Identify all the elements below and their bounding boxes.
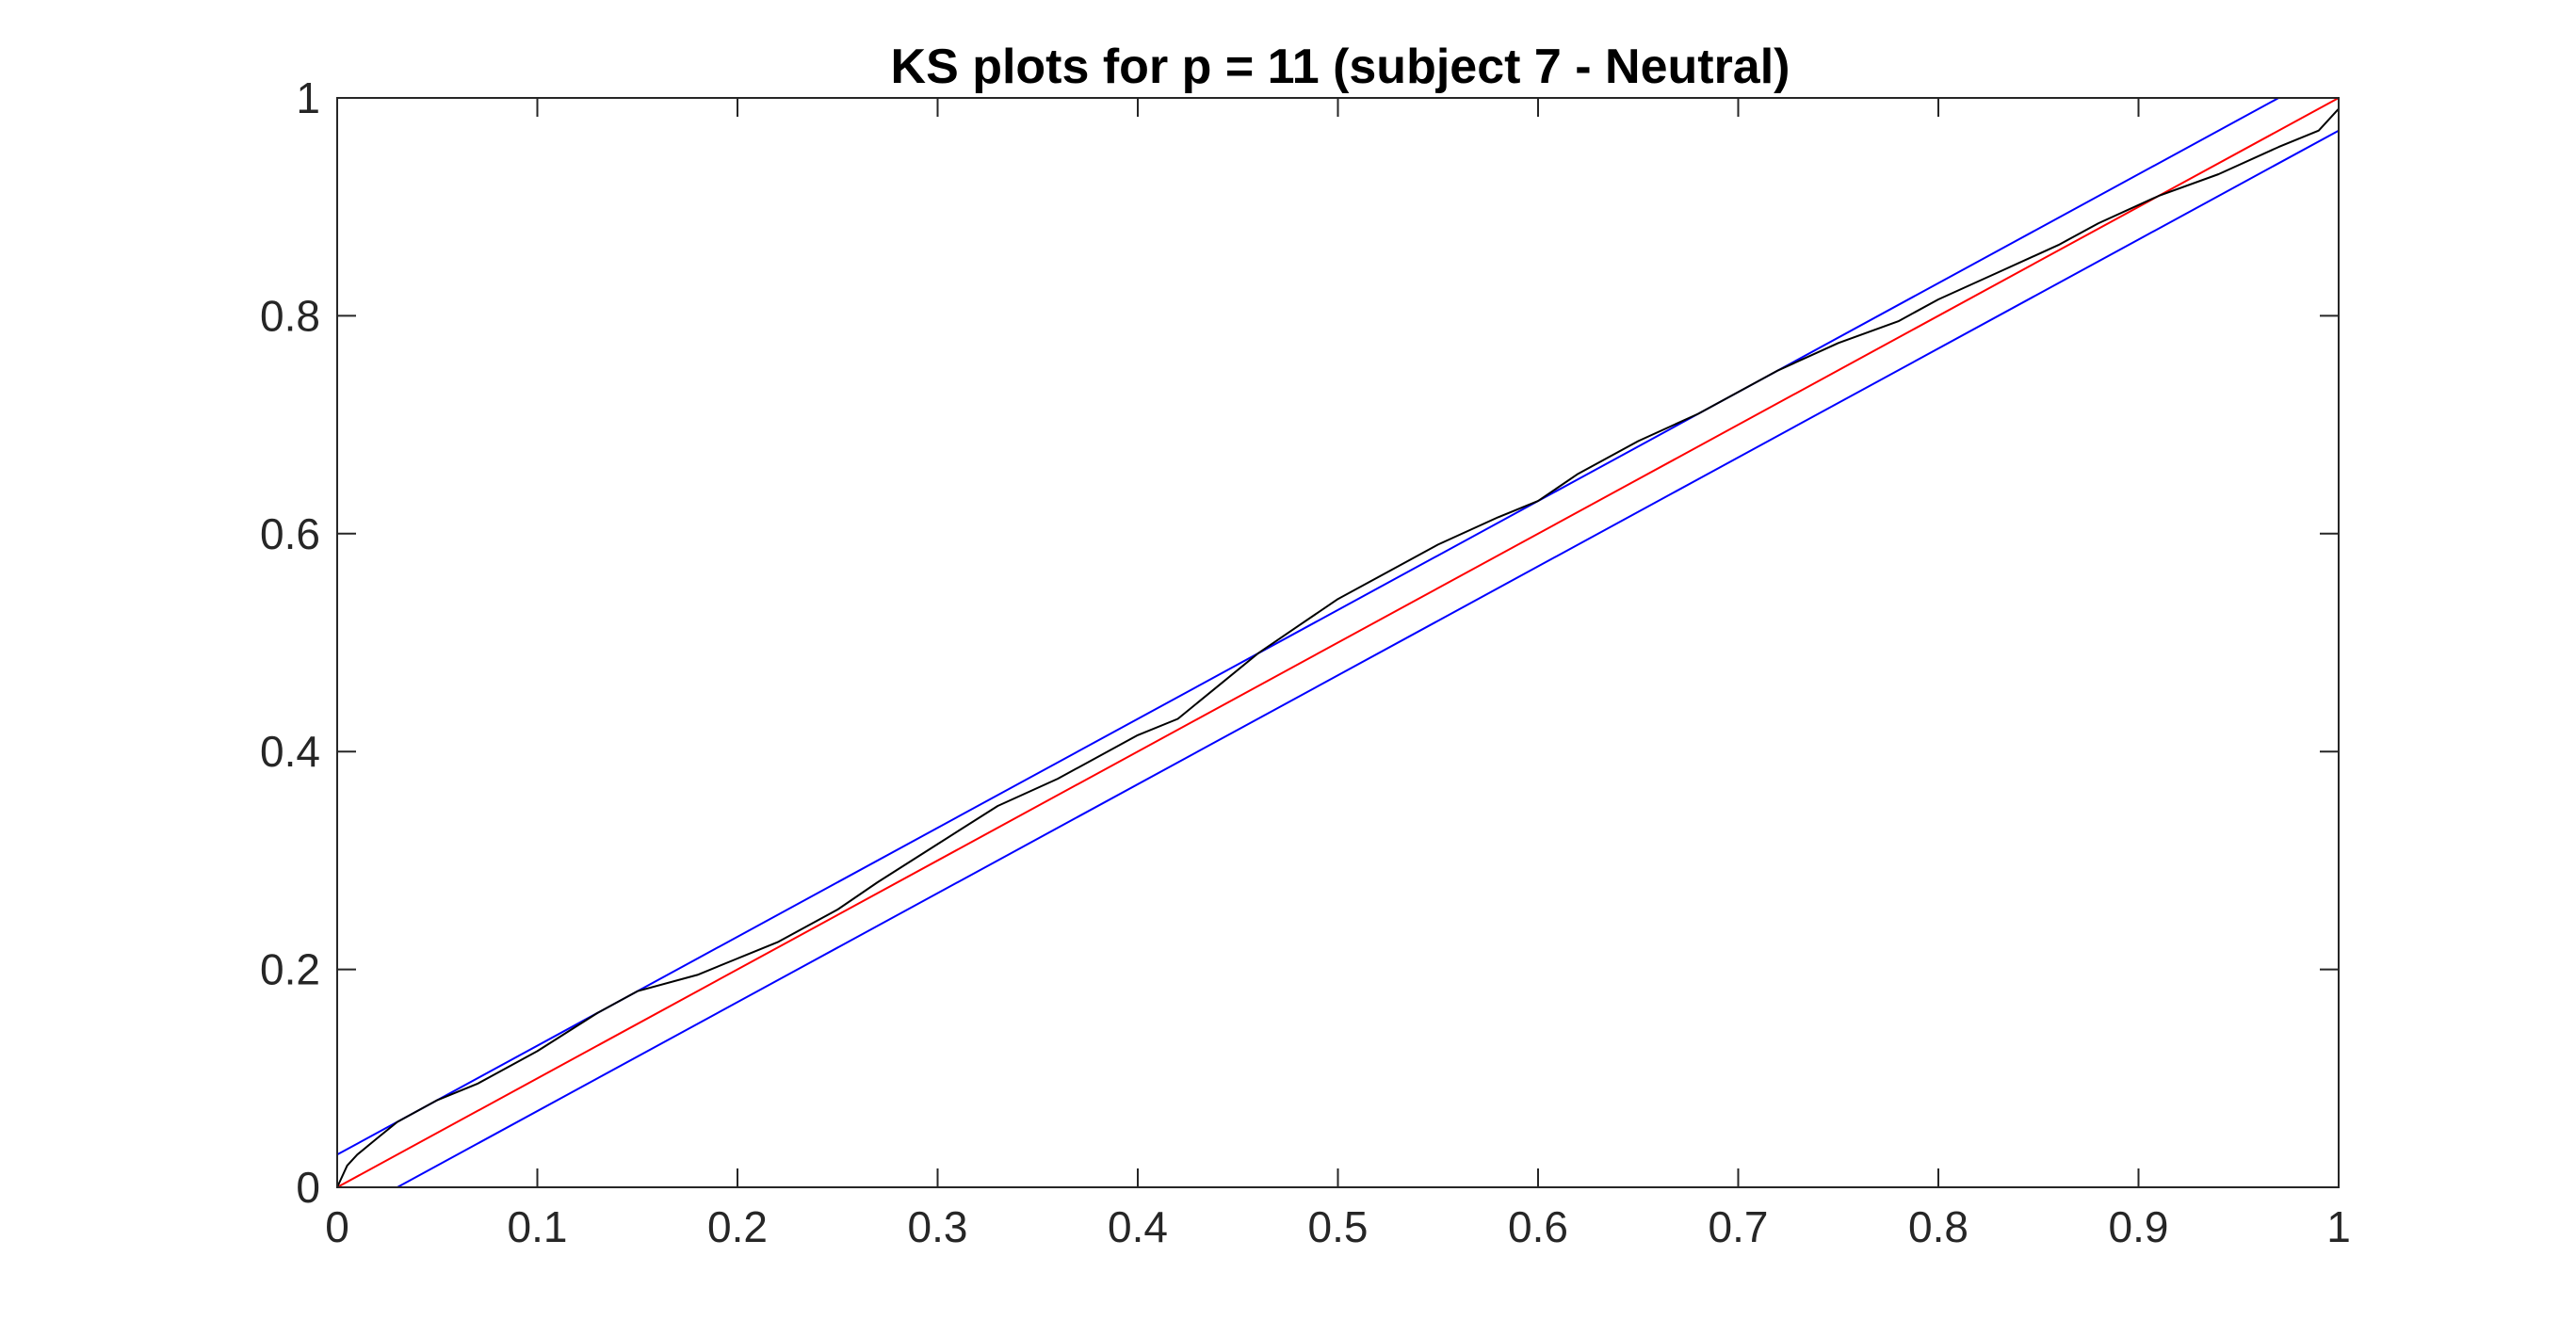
lower-confidence-bound-line xyxy=(397,129,2340,1188)
x-tick-label: 0.2 xyxy=(707,1202,768,1251)
reference-diagonal-line xyxy=(336,97,2340,1188)
x-tick-label: 0.7 xyxy=(1709,1202,1769,1251)
y-tick-label: 0.6 xyxy=(260,509,320,558)
x-tick-label: 0 xyxy=(325,1202,349,1251)
x-tick-label: 0.6 xyxy=(1508,1202,1568,1251)
y-tick-label: 0.4 xyxy=(260,727,320,776)
upper-confidence-bound-line xyxy=(336,97,2279,1156)
y-tick-label: 0 xyxy=(296,1163,320,1212)
x-tick-label: 0.9 xyxy=(2109,1202,2169,1251)
x-tick-label: 0.3 xyxy=(908,1202,968,1251)
y-tick-label: 1 xyxy=(296,73,320,122)
ks-empirical-curve xyxy=(336,107,2340,1188)
x-tick-label: 0.5 xyxy=(1308,1202,1369,1251)
x-tick-label: 1 xyxy=(2326,1202,2351,1251)
x-tick-label: 0.8 xyxy=(1908,1202,1968,1251)
x-tick-label: 0.4 xyxy=(1108,1202,1168,1251)
y-tick-label: 0.2 xyxy=(260,945,320,994)
y-tick-label: 0.8 xyxy=(260,291,320,340)
x-tick-label: 0.1 xyxy=(508,1202,568,1251)
chart-title: KS plots for p = 11 (subject 7 - Neutral… xyxy=(891,40,1790,94)
series-layer xyxy=(336,97,2340,1188)
tick-layer: 0 0.1 0.2 0.3 0.4 0.5 0.6 0.7 0.8 0.9 1 0 0.2 0.4 0.6 0… xyxy=(260,73,2351,1251)
